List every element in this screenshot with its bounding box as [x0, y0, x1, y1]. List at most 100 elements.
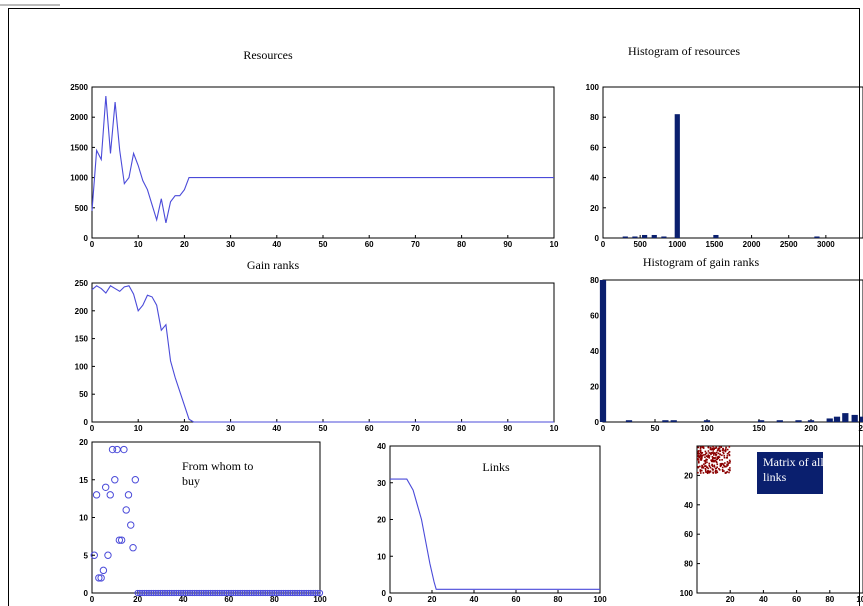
matrix-cell [708, 452, 711, 454]
matrix-cell [702, 467, 705, 469]
matrix-cell [702, 446, 705, 448]
matrix-cell [711, 460, 714, 463]
y-tick-label: 0 [84, 589, 89, 598]
matrix-cell [697, 466, 700, 469]
matrix-cell [714, 457, 717, 459]
matrix-cell [713, 460, 716, 462]
figure-frame [8, 8, 860, 606]
scatter-point [111, 476, 119, 484]
y-tick-label: 100 [586, 83, 600, 92]
scatter-point [218, 589, 226, 597]
matrix-cell [705, 458, 708, 461]
scatter-point [155, 589, 162, 597]
chart-title: Gain ranks [247, 258, 300, 272]
x-tick-label: 20 [726, 595, 735, 604]
x-tick-label: 20 [180, 240, 189, 249]
matrix-cell [729, 469, 731, 472]
matrix-cell [711, 463, 713, 466]
matrix-cell [699, 451, 702, 454]
matrix-cell [710, 459, 712, 462]
matrix-cell [715, 467, 718, 470]
scatter-point [223, 589, 230, 597]
matrix-cell [701, 446, 704, 448]
matrix-cell [724, 449, 727, 452]
matrix-cell [719, 453, 721, 456]
series-line [91, 96, 554, 224]
plot-area [91, 86, 555, 239]
matrix-cell [712, 452, 715, 455]
scatter-point [101, 483, 110, 491]
y-tick-label: 80 [684, 560, 693, 569]
matrix-cell [729, 467, 731, 469]
chart-title: Matrix of all links [763, 455, 824, 484]
matrix-cell [716, 471, 719, 474]
x-tick-label: 50 [319, 424, 328, 433]
x-tick-label: 10 [550, 240, 559, 249]
matrix-cell [701, 466, 703, 469]
matrix-cell [718, 459, 721, 461]
y-tick-label: 0 [595, 234, 600, 243]
matrix-cell [717, 449, 719, 451]
matrix-cell [697, 446, 700, 449]
y-tick-label: 20 [590, 383, 599, 392]
x-tick-label: 50 [319, 240, 328, 249]
x-tick-label: 60 [792, 595, 801, 604]
matrix-cell [726, 452, 729, 455]
matrix-cell [721, 468, 724, 471]
matrix-cell [718, 448, 721, 450]
scatter-point [237, 589, 244, 597]
y-tick-label: 10 [79, 514, 88, 523]
matrix-cell [698, 456, 700, 458]
matrix-cell [704, 471, 707, 473]
matrix-cell [724, 472, 727, 474]
matrix-cell [697, 471, 699, 474]
matrix-cell [714, 469, 717, 472]
chart-title-line: From whom to [182, 459, 253, 473]
matrix-cell [719, 464, 722, 467]
y-tick-label: 80 [590, 113, 599, 122]
matrix-cell [713, 464, 716, 467]
matrix-cell [723, 470, 725, 472]
scatter-point [150, 589, 157, 597]
chart-title: Links [482, 460, 510, 474]
x-tick-label: 20 [428, 595, 437, 604]
matrix-cell [717, 457, 720, 460]
matrix-cell [728, 459, 731, 462]
plot-area [91, 282, 555, 423]
bar [642, 234, 648, 238]
matrix-cell [710, 453, 712, 456]
scatter-point [296, 589, 303, 597]
matrix-cell [699, 469, 702, 471]
matrix-cell [697, 450, 700, 453]
scatter-point [243, 589, 251, 597]
scatter-point [106, 491, 114, 499]
scatter-point [207, 589, 214, 597]
scatter-point [312, 589, 319, 597]
matrix-cell [719, 450, 722, 453]
y-tick-label: 2000 [70, 113, 88, 122]
bar [625, 420, 633, 422]
matrix-cell [728, 446, 731, 448]
matrix-cell [698, 452, 701, 455]
x-tick-label: 90 [503, 424, 512, 433]
bar [713, 234, 719, 238]
matrix-cell [704, 450, 707, 453]
matrix-cell [727, 468, 730, 471]
x-tick-label: 90 [503, 240, 512, 249]
matrix-cell [707, 446, 710, 449]
x-tick-label: 0 [90, 240, 95, 249]
bar [814, 236, 820, 238]
bar [826, 418, 833, 422]
scatter-point [232, 589, 239, 597]
x-tick-label: 2000 [743, 240, 761, 249]
x-tick-label: 500 [633, 240, 647, 249]
y-tick-label: 40 [590, 347, 599, 356]
plot-area [602, 279, 863, 423]
matrix-cell [699, 465, 701, 468]
scatter-point [113, 445, 121, 454]
x-tick-label: 80 [457, 424, 466, 433]
chart-title-line: buy [182, 474, 200, 488]
matrix-cell [697, 458, 699, 461]
scatter-point [239, 589, 246, 597]
